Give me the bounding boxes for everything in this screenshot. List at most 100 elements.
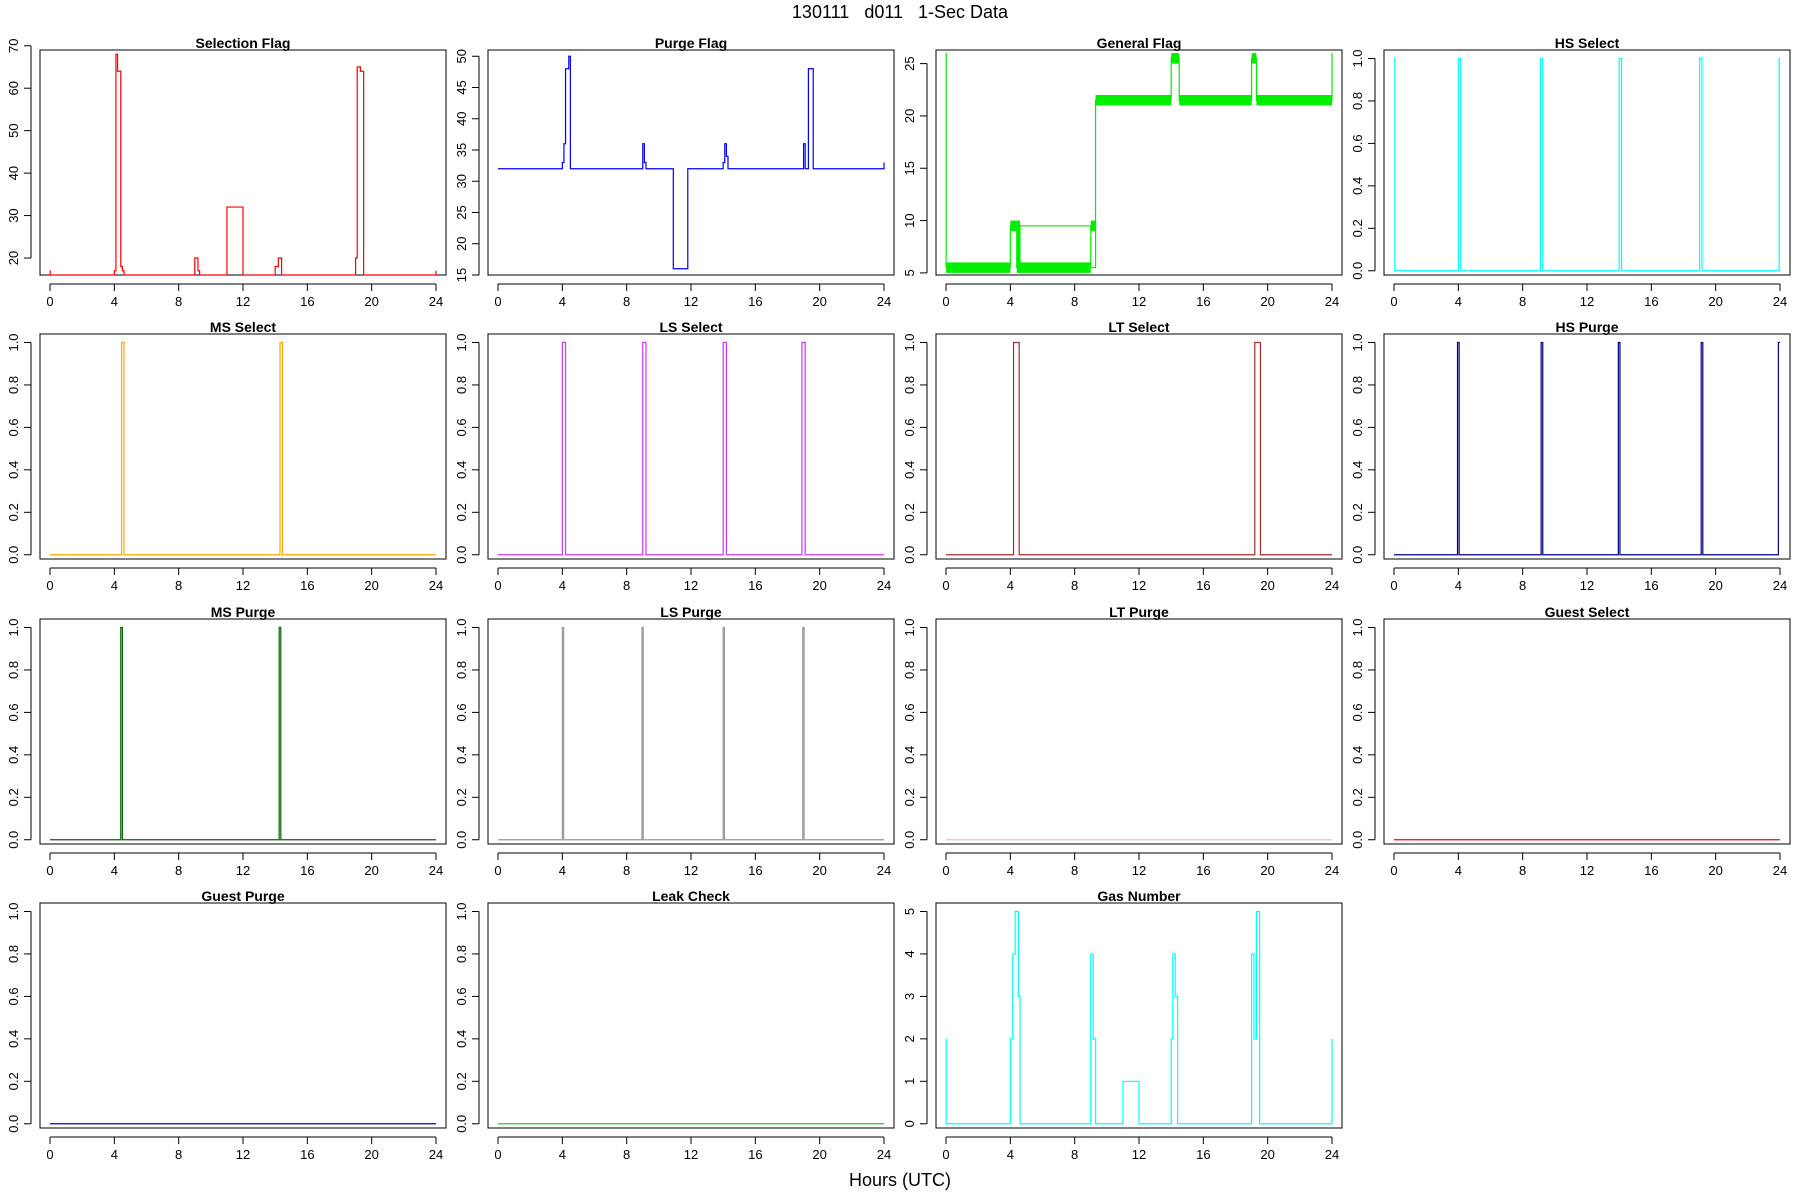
panel-title: Selection Flag xyxy=(196,35,291,51)
y-tick-label: 50 xyxy=(454,49,469,63)
x-tick-label: 12 xyxy=(236,1147,250,1162)
y-tick-label: 10 xyxy=(902,213,917,227)
x-tick-label: 12 xyxy=(1132,1147,1146,1162)
x-tick-label: 8 xyxy=(1071,863,1078,878)
panel-title: HS Select xyxy=(1555,35,1620,51)
data-series-line xyxy=(945,910,1333,1125)
y-axis: 0.0 0.2 0.4 0.6 0.8 1.0 xyxy=(454,333,480,564)
x-tick-label: 16 xyxy=(748,1147,762,1162)
panel-guest-select: Guest Select 0 4 8 12 16 20 24 0.0 0.2 0.4 0.6 0.8 1.… xyxy=(1350,604,1791,878)
y-tick-label: 1.0 xyxy=(454,618,469,636)
x-axis: 0 4 8 12 16 20 24 xyxy=(494,1136,891,1162)
y-tick-label: 1.0 xyxy=(902,618,917,636)
x-tick-label: 8 xyxy=(175,294,182,309)
y-tick-label: 5 xyxy=(902,908,917,915)
x-tick-label: 8 xyxy=(1519,578,1526,593)
y-axis: 0.0 0.2 0.4 0.6 0.8 1.0 xyxy=(454,618,480,849)
y-tick-label: 1.0 xyxy=(1350,49,1365,67)
x-axis: 0 4 8 12 16 20 24 xyxy=(46,852,443,878)
x-tick-label: 16 xyxy=(1196,1147,1210,1162)
y-tick-label: 4 xyxy=(902,950,917,957)
plot-frame xyxy=(935,49,1343,276)
panel-ms-select: MS Select 0 4 8 12 16 20 24 0.0 0.2 0.4 0.6 0.8 1.0 xyxy=(6,319,447,593)
y-tick-label: 3 xyxy=(902,993,917,1000)
x-tick-label: 12 xyxy=(684,294,698,309)
data-series-line xyxy=(50,341,436,556)
x-tick-label: 16 xyxy=(1196,294,1210,309)
panel-title: Leak Check xyxy=(652,888,730,904)
x-tick-label: 24 xyxy=(1325,863,1339,878)
x-tick-label: 24 xyxy=(877,578,891,593)
y-tick-label: 0.8 xyxy=(6,376,21,394)
y-tick-label: 0.4 xyxy=(902,461,917,479)
x-tick-label: 16 xyxy=(300,578,314,593)
y-tick-label: 0.8 xyxy=(1350,661,1365,679)
x-tick-label: 24 xyxy=(877,863,891,878)
y-tick-label: 0.8 xyxy=(902,376,917,394)
y-tick-label: 0.0 xyxy=(6,1115,21,1133)
y-tick-label: 0.0 xyxy=(454,546,469,564)
data-series-line xyxy=(498,626,884,841)
x-tick-label: 12 xyxy=(684,1147,698,1162)
x-axis: 0 4 8 12 16 20 24 xyxy=(46,567,443,593)
y-tick-label: 0.0 xyxy=(1350,831,1365,849)
y-axis: 0.0 0.2 0.4 0.6 0.8 1.0 xyxy=(1350,49,1376,280)
x-tick-label: 20 xyxy=(364,1147,378,1162)
x-tick-label: 0 xyxy=(942,863,949,878)
x-tick-label: 24 xyxy=(429,578,443,593)
x-tick-label: 0 xyxy=(494,294,501,309)
x-axis: 0 4 8 12 16 20 24 xyxy=(1390,283,1787,309)
y-tick-label: 0.8 xyxy=(1350,92,1365,110)
x-tick-label: 8 xyxy=(623,578,630,593)
x-tick-label: 0 xyxy=(46,578,53,593)
data-series-line xyxy=(50,626,436,841)
x-axis: 0 4 8 12 16 20 24 xyxy=(942,1136,1339,1162)
x-tick-label: 12 xyxy=(684,863,698,878)
x-tick-label: 4 xyxy=(111,578,118,593)
x-tick-label: 8 xyxy=(175,863,182,878)
x-tick-label: 12 xyxy=(1132,578,1146,593)
x-tick-label: 8 xyxy=(1519,863,1526,878)
x-tick-label: 12 xyxy=(684,578,698,593)
x-tick-label: 8 xyxy=(175,578,182,593)
y-tick-label: 20 xyxy=(454,237,469,251)
panel-title: LT Purge xyxy=(1109,604,1169,620)
y-tick-label: 30 xyxy=(454,174,469,188)
x-tick-label: 24 xyxy=(429,1147,443,1162)
x-tick-label: 12 xyxy=(1580,578,1594,593)
x-tick-label: 0 xyxy=(942,294,949,309)
y-tick-label: 0.2 xyxy=(902,503,917,521)
panel-title: MS Select xyxy=(210,319,276,335)
y-tick-label: 0.8 xyxy=(454,661,469,679)
plot-frame xyxy=(39,902,447,1129)
x-tick-label: 12 xyxy=(1132,863,1146,878)
y-tick-label: 40 xyxy=(454,112,469,126)
plot-frame xyxy=(935,618,1343,845)
y-tick-label: 0.8 xyxy=(6,945,21,963)
x-tick-label: 16 xyxy=(748,863,762,878)
x-tick-label: 16 xyxy=(748,294,762,309)
x-tick-label: 8 xyxy=(623,1147,630,1162)
y-tick-label: 1.0 xyxy=(6,333,21,351)
y-tick-label: 20 xyxy=(902,109,917,123)
x-axis: 0 4 8 12 16 20 24 xyxy=(494,283,891,309)
panel-lt-select: LT Select 0 4 8 12 16 20 24 0.0 0.2 0.4 0.6 0.8 1.0 xyxy=(902,319,1343,593)
x-axis: 0 4 8 12 16 20 24 xyxy=(46,1136,443,1162)
x-tick-label: 12 xyxy=(1580,863,1594,878)
y-tick-label: 0.2 xyxy=(1350,788,1365,806)
panel-title: HS Purge xyxy=(1555,319,1618,335)
panel-ms-purge: MS Purge 0 4 8 12 16 20 24 0.0 0.2 0.4 0.6 0.8 1.0 xyxy=(6,604,447,878)
y-tick-label: 0.0 xyxy=(454,1115,469,1133)
x-tick-label: 4 xyxy=(1007,863,1014,878)
y-tick-label: 0.4 xyxy=(6,746,21,764)
x-tick-label: 24 xyxy=(429,294,443,309)
x-tick-label: 4 xyxy=(559,1147,566,1162)
x-tick-label: 8 xyxy=(623,294,630,309)
x-tick-label: 20 xyxy=(1260,294,1274,309)
x-tick-label: 16 xyxy=(300,294,314,309)
y-tick-label: 0.2 xyxy=(454,788,469,806)
y-tick-label: 45 xyxy=(454,80,469,94)
x-tick-label: 16 xyxy=(1196,578,1210,593)
